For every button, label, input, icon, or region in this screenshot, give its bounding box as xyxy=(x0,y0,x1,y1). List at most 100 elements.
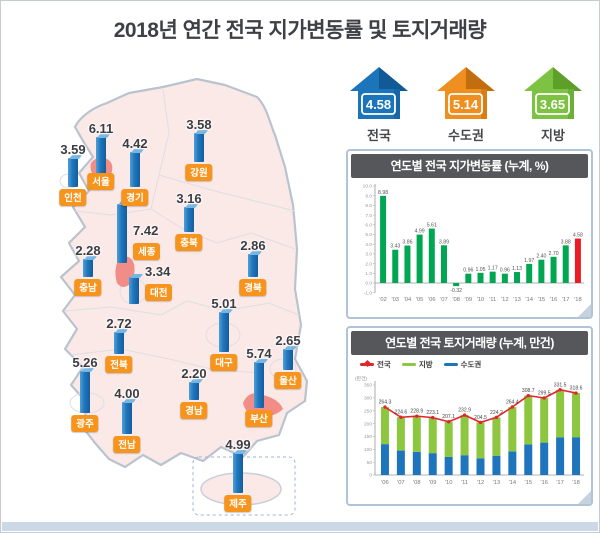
svg-text:331.5: 331.5 xyxy=(554,382,567,388)
svg-text:1.05: 1.05 xyxy=(475,267,485,273)
svg-text:'12: '12 xyxy=(501,297,509,303)
svg-text:'16: '16 xyxy=(550,297,558,303)
svg-text:4.0: 4.0 xyxy=(365,242,372,248)
region-label-제주: 제주 xyxy=(224,495,252,512)
panel-price-change-title: 연도별 전국 지가변동률 (누계, %) xyxy=(351,154,588,178)
svg-text:223.1: 223.1 xyxy=(426,410,439,416)
region-label-대전: 대전 xyxy=(145,284,173,301)
svg-text:3.89: 3.89 xyxy=(439,239,449,245)
svg-text:318.6: 318.6 xyxy=(570,386,583,392)
region-label-전남: 전남 xyxy=(113,436,141,453)
region-bar-충북 xyxy=(184,207,194,232)
svg-text:5.14: 5.14 xyxy=(453,97,479,112)
svg-text:'16: '16 xyxy=(540,480,548,486)
region-bar-제주 xyxy=(233,453,243,493)
svg-text:'08: '08 xyxy=(452,297,460,303)
svg-text:5.61: 5.61 xyxy=(427,223,437,229)
region-bar-전북 xyxy=(114,332,124,354)
svg-text:204.5: 204.5 xyxy=(474,415,487,421)
region-bar-대구 xyxy=(219,312,229,352)
legend-item-metro: 수도권 xyxy=(443,359,482,370)
svg-text:'15: '15 xyxy=(524,480,532,486)
svg-text:4.99: 4.99 xyxy=(415,229,425,235)
svg-text:1.13: 1.13 xyxy=(512,266,522,272)
svg-text:232.9: 232.9 xyxy=(458,408,471,414)
legend-label: 지방 xyxy=(418,359,433,369)
summary-house-전국: 4.58 전국 xyxy=(341,65,417,147)
footer-band xyxy=(2,522,598,531)
svg-text:'15: '15 xyxy=(538,297,546,303)
svg-text:'07: '07 xyxy=(397,480,405,486)
korea-map-outline xyxy=(59,77,309,516)
svg-text:207.1: 207.1 xyxy=(442,414,455,420)
svg-text:9.0: 9.0 xyxy=(365,193,372,199)
chart-legend: 전국 지방 수도권 xyxy=(351,357,588,371)
svg-text:'12: '12 xyxy=(477,480,485,486)
region-label-충북: 충북 xyxy=(175,234,203,251)
metro-bar-marker-icon xyxy=(443,362,458,366)
svg-text:'14: '14 xyxy=(509,480,517,486)
svg-text:7.0: 7.0 xyxy=(365,213,372,219)
svg-text:-1.0: -1.0 xyxy=(364,290,373,296)
svg-text:'18: '18 xyxy=(572,480,580,486)
svg-text:250: 250 xyxy=(364,408,372,414)
house-icon: 5.14 xyxy=(437,67,495,119)
region-bar-경기 xyxy=(130,152,140,187)
region-value-부산: 5.74 xyxy=(246,346,272,361)
national-line-marker-icon xyxy=(360,362,374,366)
region-label-광주: 광주 xyxy=(71,415,99,432)
legend-label: 수도권 xyxy=(460,359,482,369)
korea-map: 3.59 인천 6.11 서울 4.42 경기 3.58 강원 3.16 충북 7.42 세종 2.28… xyxy=(11,63,341,523)
svg-text:'17: '17 xyxy=(556,480,564,486)
house-icon: 3.65 xyxy=(524,67,582,119)
region-label-경북: 경북 xyxy=(239,279,267,296)
svg-text:'09: '09 xyxy=(465,297,473,303)
region-value-경북: 2.86 xyxy=(240,238,266,253)
page-title: 2018년 연간 전국 지가변동률 및 토지거래량 xyxy=(113,19,487,42)
svg-text:0.0: 0.0 xyxy=(365,281,372,287)
region-bar-강원 xyxy=(194,133,204,162)
region-bar-세종 xyxy=(117,204,127,263)
svg-text:4.58: 4.58 xyxy=(366,97,391,112)
region-value-충북: 3.16 xyxy=(176,191,202,206)
jeju-inset-box xyxy=(192,456,296,516)
svg-text:228.9: 228.9 xyxy=(410,409,423,415)
svg-text:1.0: 1.0 xyxy=(365,271,372,277)
region-bar-대전 xyxy=(129,277,139,304)
region-label-세종: 세종 xyxy=(133,243,161,260)
region-value-전북: 2.72 xyxy=(106,316,132,331)
svg-text:0: 0 xyxy=(369,473,372,479)
svg-text:'17: '17 xyxy=(562,297,570,303)
svg-text:'18: '18 xyxy=(574,297,582,303)
svg-text:-0.32: -0.32 xyxy=(450,288,462,294)
chart-yearly-price-change: 10.0 9.0 8.0 7.0 6.0 5.0 4.0 3.0 2.0 1.0 0.0 -1.0 8.… xyxy=(363,184,584,303)
summary-houses: 4.58 전국 5.14 수도권 3.65 지방 xyxy=(337,65,595,147)
house-label: 전국 xyxy=(367,128,391,143)
region-value-대전: 3.34 xyxy=(145,264,171,279)
svg-text:50: 50 xyxy=(367,460,373,466)
svg-text:100: 100 xyxy=(364,447,372,453)
svg-text:'11: '11 xyxy=(489,297,496,303)
svg-text:'13: '13 xyxy=(513,297,521,303)
svg-text:264.3: 264.3 xyxy=(379,400,392,406)
region-bar-경남 xyxy=(189,382,199,400)
region-bar-경북 xyxy=(248,254,258,277)
svg-text:200: 200 xyxy=(364,421,372,427)
chart-yearly-land-transactions: (만건) 0 50 100 150 200 250 300 350 '06 '07 '08 '09 '10… xyxy=(355,375,584,486)
svg-text:224.2: 224.2 xyxy=(490,410,503,416)
region-value-인천: 3.59 xyxy=(60,142,86,157)
region-label-충남: 충남 xyxy=(74,279,102,296)
region-value-전남: 4.00 xyxy=(114,386,140,401)
svg-text:8.98: 8.98 xyxy=(378,190,388,196)
region-label-서울: 서울 xyxy=(87,173,115,190)
svg-text:300: 300 xyxy=(364,396,372,402)
region-value-제주: 4.99 xyxy=(225,437,251,452)
panel-price-change: 연도별 전국 지가변동률 (누계, %) 10.0 9.0 8.0 7.0 6.0 5.0… xyxy=(346,149,593,319)
region-value-강원: 3.58 xyxy=(186,117,212,132)
svg-text:'02: '02 xyxy=(379,297,387,303)
legend-label: 전국 xyxy=(377,359,391,369)
panel-land-transactions: 연도별 전국 토지거래량 (누계, 만건) 전국 지방 수도권 (만건) 0 50 1… xyxy=(346,326,593,506)
svg-text:'09: '09 xyxy=(429,480,437,486)
region-label-경남: 경남 xyxy=(180,402,208,419)
